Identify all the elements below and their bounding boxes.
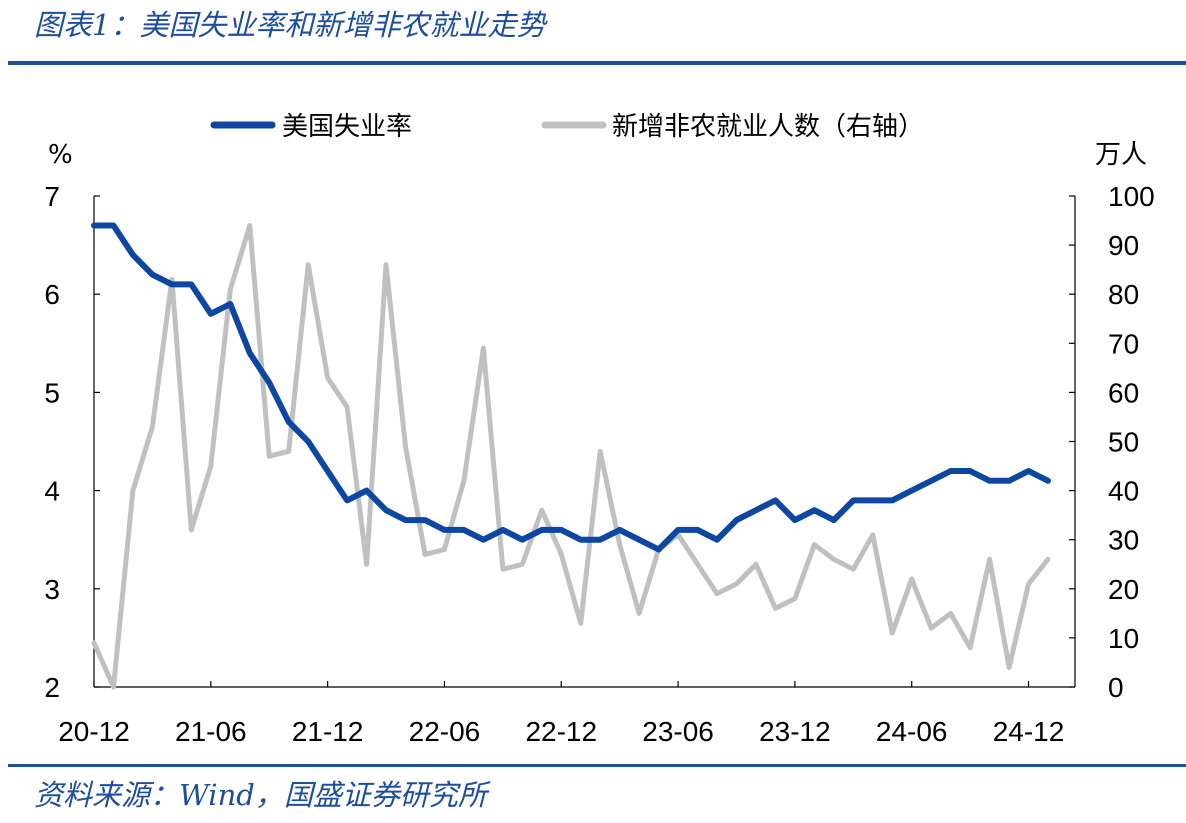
legend: 美国失业率 新增非农就业人数（右轴）: [210, 112, 924, 142]
right-tick-label: 10: [1108, 623, 1139, 654]
x-tick-label: 21-06: [175, 716, 247, 747]
unemployment-line: [91, 222, 1051, 553]
x-tick-label: 23-12: [759, 716, 831, 747]
legend-label-payrolls: 新增非农就业人数（右轴）: [612, 112, 924, 142]
left-tick-label: 6: [44, 279, 60, 310]
x-tick-label: 24-06: [876, 716, 948, 747]
right-tick-label: 40: [1108, 476, 1139, 507]
right-tick-label: 50: [1108, 427, 1139, 458]
right-tick-label: 30: [1108, 525, 1139, 556]
x-tick-label: 22-12: [525, 716, 597, 747]
right-tick-label: 20: [1108, 574, 1139, 605]
left-axis-unit: %: [48, 140, 73, 170]
title-divider: [8, 61, 1186, 65]
right-tick-label: 60: [1108, 377, 1139, 408]
right-tick-label: 80: [1108, 279, 1139, 310]
right-tick-label: 90: [1108, 230, 1139, 261]
left-tick-label: 2: [44, 672, 60, 703]
right-axis-unit: 万人: [1095, 140, 1147, 170]
series-layer: [91, 222, 1051, 690]
x-tick-label: 20-12: [58, 716, 130, 747]
chart-title: 图表1：美国失业率和新增非农就业走势: [34, 8, 546, 42]
payrolls-line: [91, 223, 1051, 690]
right-tick-label: 100: [1108, 181, 1155, 212]
left-tick-label: 3: [44, 574, 60, 605]
x-tick-label: 22-06: [409, 716, 481, 747]
left-tick-label: 4: [44, 476, 60, 507]
legend-label-unemployment: 美国失业率: [282, 112, 412, 142]
source-note: 资料来源：Wind，国盛证券研究所: [34, 778, 487, 812]
x-tick-label: 21-12: [292, 716, 364, 747]
right-tick-label: 0: [1108, 672, 1124, 703]
left-tick-label: 7: [44, 181, 60, 212]
right-tick-label: 70: [1108, 328, 1139, 359]
x-tick-label: 23-06: [642, 716, 714, 747]
x-tick-label: 24-12: [993, 716, 1065, 747]
footer-divider: [8, 764, 1186, 767]
left-tick-label: 5: [44, 377, 60, 408]
